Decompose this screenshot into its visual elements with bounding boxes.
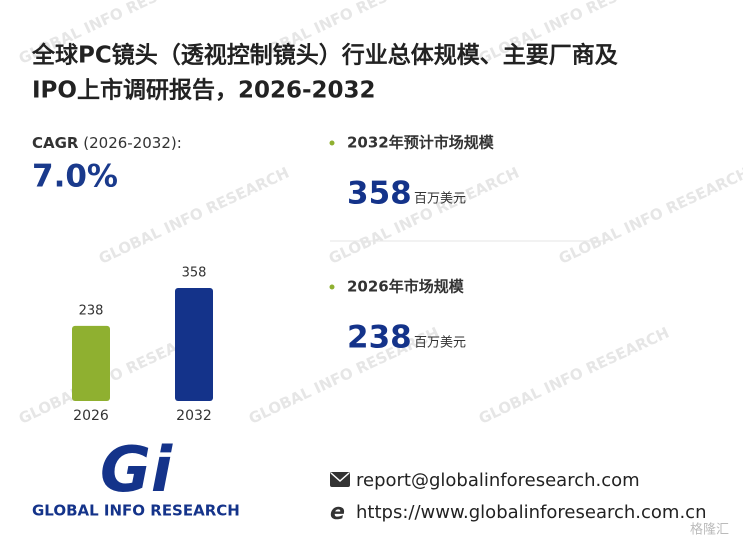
logo-mark: Gi [100,433,173,506]
email-icon-flap [330,472,350,483]
bar-chart: 238 2026 358 2032 [72,266,213,424]
cagr: CAGR (2026-2032): [32,134,182,152]
bullet [329,140,335,146]
bar-value-label: 358 [182,266,207,281]
logo-name: GLOBAL INFO RESEARCH [32,502,240,520]
title-line: 全球PC镜头（透视控制镜头）行业总体规模、主要厂商及 [31,42,618,69]
stat-value: 238 [347,320,412,356]
bar [72,325,110,401]
bar [175,288,213,401]
stat-label: 2032年预计市场规模 [347,134,495,152]
cagr-period: (2026-2032): [83,134,182,152]
bar-value-label: 238 [79,303,104,318]
corner-mark: 格隆汇 [690,522,729,538]
title-line: IPO上市调研报告，2026-2032 [32,77,376,104]
stat-unit: 百万美元 [414,192,466,207]
stat-label: 2026年市场规模 [347,278,465,296]
watermark: GLOBAL INFO RESEARCH [556,164,743,268]
web-icon: e [330,500,345,525]
x-tick-label: 2026 [73,408,109,424]
watermark: GLOBAL INFO RESEARCH [96,164,292,268]
bullet [329,284,335,290]
stat-unit: 百万美元 [414,336,466,351]
watermark: GLOBAL INFO RESEARCH [476,324,672,428]
url: https://www.globalinforesearch.com.cn [356,502,706,523]
stat-value: 358 [347,176,412,212]
watermark: GLOBAL INFO RESEARCH [246,324,442,428]
x-tick-label: 2032 [176,408,212,424]
email: report@globalinforesearch.com [356,470,640,491]
cagr-label: CAGR [32,134,79,152]
cagr-value: 7.0% [32,159,118,195]
